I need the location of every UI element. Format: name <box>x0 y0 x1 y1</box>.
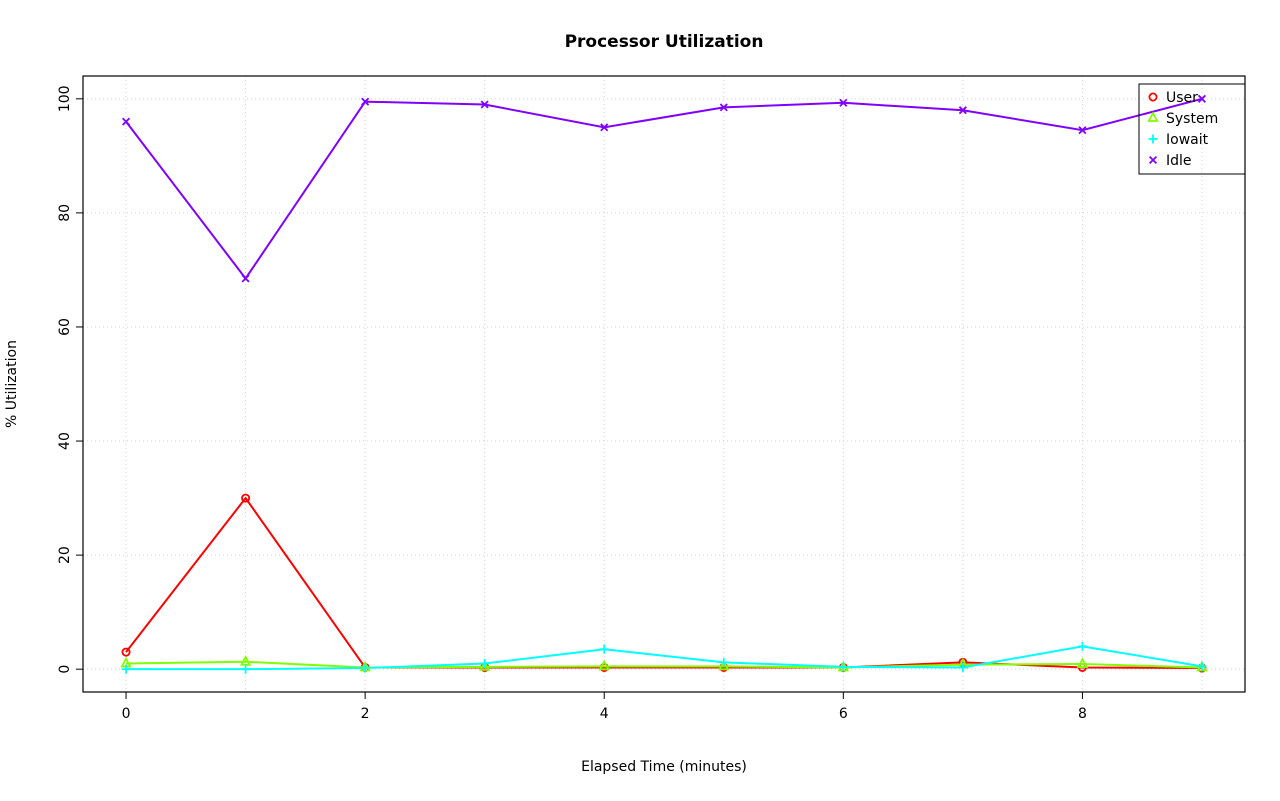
chart-title: Processor Utilization <box>565 32 764 52</box>
x-tick-label: 0 <box>122 706 131 722</box>
x-tick-label: 4 <box>600 706 609 722</box>
x-tick-label: 6 <box>839 706 848 722</box>
y-tick-label: 60 <box>57 318 73 336</box>
plot-box <box>82 75 1246 693</box>
series-idle <box>122 94 1206 283</box>
x-tick-label: 2 <box>361 706 370 722</box>
grid <box>83 76 1245 692</box>
legend-label-iowait: Iowait <box>1166 132 1209 148</box>
series-user <box>121 493 1207 673</box>
series-iowait <box>121 641 1207 674</box>
legend-label-idle: Idle <box>1166 153 1192 169</box>
legend-label-system: System <box>1166 111 1218 127</box>
x-tick-label: 8 <box>1078 706 1087 722</box>
x-axis-label: Elapsed Time (minutes) <box>581 759 747 775</box>
y-axis-label: % Utilization <box>4 340 20 428</box>
legend-box <box>1138 83 1246 175</box>
legend-layer: User System Iowait Idle <box>1138 83 1246 175</box>
y-tick-label: 100 <box>57 85 73 112</box>
y-tick-label: 0 <box>57 665 73 674</box>
y-tick-label: 40 <box>57 432 73 450</box>
y-tick-label: 80 <box>57 204 73 222</box>
y-tick-label: 20 <box>57 546 73 564</box>
legend-label-user: User <box>1166 90 1198 106</box>
legend: User System Iowait Idle <box>1138 83 1246 175</box>
